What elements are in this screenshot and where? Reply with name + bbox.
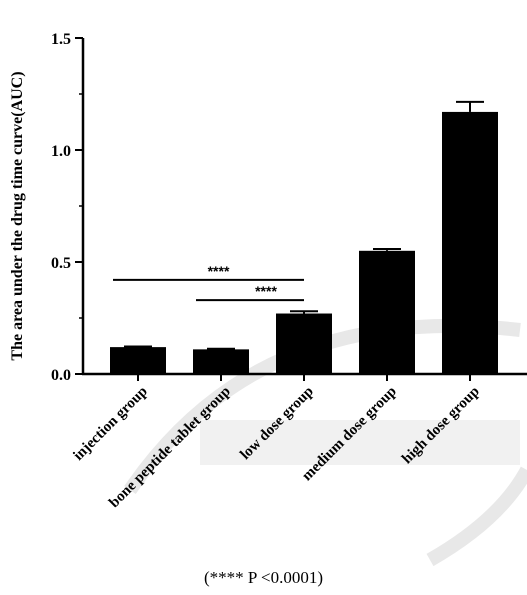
y-axis-label: The area under the drug time curve(AUC): [9, 71, 26, 360]
significance-label-1: ****: [208, 263, 230, 279]
y-tick-label-3: 1.0: [51, 143, 71, 160]
y-tick-label-2: 0.5: [51, 255, 71, 272]
significance-caption: (**** P <0.0001): [204, 568, 323, 587]
bar-3: [276, 313, 332, 374]
bar-5: [442, 111, 498, 375]
bar-1: [110, 347, 166, 374]
x-tick-label-1: injection group: [70, 384, 150, 464]
y-tick-label-4: 1.5: [51, 31, 71, 48]
bar-4: [359, 250, 415, 374]
y-tick-label-1: 0.0: [51, 367, 71, 384]
significance-label-2: ****: [255, 283, 277, 299]
bar-2: [193, 349, 249, 374]
